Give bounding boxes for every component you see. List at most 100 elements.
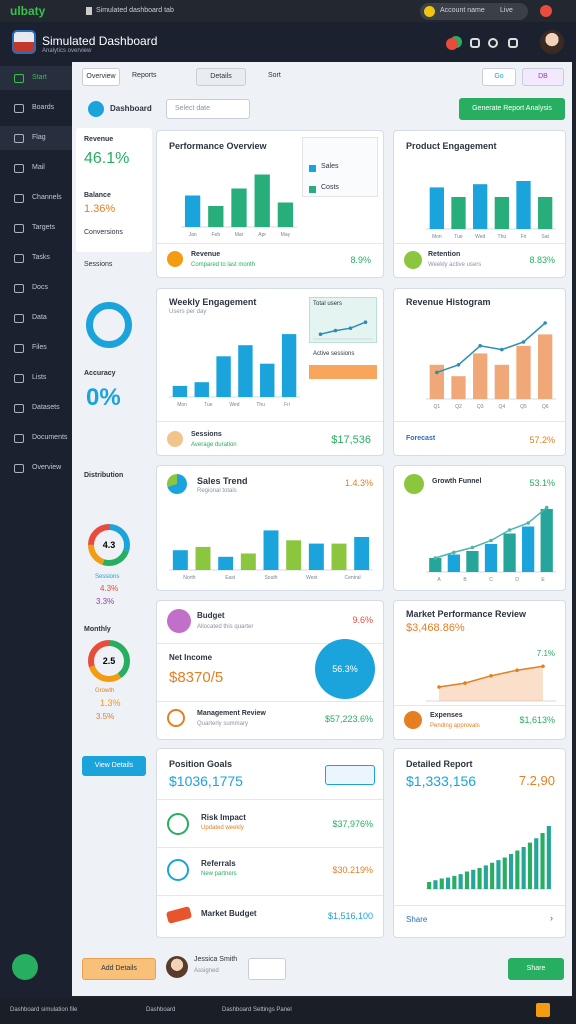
point [437,685,441,689]
bar [433,880,438,889]
footer-label: Management Review [197,710,266,717]
line [320,321,366,335]
account-pill[interactable] [420,3,528,20]
logo[interactable] [12,30,36,54]
footer-icon [404,251,422,269]
dropdown[interactable] [325,765,375,785]
row-icon [167,859,189,881]
divider [157,421,383,422]
browser-icon[interactable] [540,5,552,17]
bar [194,382,209,397]
sidebar-item[interactable]: Datasets [32,404,60,411]
x-tick-label: East [225,575,236,581]
distribution-label: Distribution [84,472,124,479]
donut-center: 4.3 [103,540,116,550]
tab-title[interactable]: Simulated dashboard tab [96,7,174,14]
add-details-button[interactable]: Add Details [82,958,156,980]
footer-icon [404,711,422,729]
bar [427,882,432,889]
point [318,332,323,336]
card-link[interactable]: Share [406,915,428,924]
footer-label: Forecast [406,435,436,442]
person-actions[interactable] [248,958,286,980]
x-tick-label: Q6 [542,404,549,410]
go-button[interactable]: Go [482,68,516,86]
x-tick-label: Wed [475,234,485,240]
footer-icon [167,709,185,727]
avatar[interactable] [540,30,564,54]
tab[interactable]: Reports [132,72,157,79]
help-icon[interactable] [488,38,498,48]
accuracy-label: Accuracy [84,370,116,377]
legend-swatch [309,186,316,193]
mail-icon[interactable] [508,38,518,48]
row-name: Referrals [201,859,236,868]
divider [157,243,383,244]
sidebar-item[interactable]: Boards [32,104,55,111]
point [526,521,530,525]
bar [516,181,531,229]
donut-segment [88,524,130,566]
x-tick-label: West [306,575,318,581]
x-tick-label: Thu [256,402,265,408]
sidebar-item[interactable]: Start [32,74,47,81]
sidebar-item[interactable]: Documents [32,434,68,441]
card: Growth Funnel 53.1% A B C D E [393,465,566,591]
x-tick-label: South [264,575,277,581]
sidebar-item[interactable]: Overview [32,464,62,471]
sidebar-item[interactable]: Lists [32,374,47,381]
sidebar-item[interactable]: Files [32,344,47,351]
notify-icon[interactable] [446,38,458,50]
status-icon[interactable] [536,1003,550,1017]
chart: Mon Tue Wed Thu Fri Sat [426,181,556,240]
card-value: $3,468.86% [406,622,465,634]
chevron[interactable]: › [550,913,553,923]
bar [439,878,444,889]
tab[interactable]: Sort [268,72,281,79]
settings-icon[interactable] [470,38,480,48]
status-item[interactable]: Dashboard Settings Panel [222,1007,292,1013]
row-icon [167,813,189,835]
sidebar-item[interactable]: Docs [32,284,48,291]
user-badge[interactable]: DB [522,68,564,86]
x-tick-label: Mon [177,402,187,408]
sidebar-item[interactable]: Mail [32,164,45,171]
point [489,538,493,543]
app-header: Simulated Dashboard Analytics overview [0,22,576,62]
x-tick-label: Tue [454,234,463,240]
date-select[interactable]: Select date [166,99,250,119]
status-item[interactable]: Dashboard simulation file [10,1007,78,1013]
x-tick-label: Tue [204,402,213,408]
x-tick-label: Fri [521,234,527,240]
x-tick-label: Central [345,575,361,581]
bar [540,833,545,889]
status-item[interactable]: Dashboard [146,1007,176,1013]
bar [494,197,509,229]
section-title: Dashboard [110,104,152,113]
donut-stat: 3.3% [96,597,115,606]
tab[interactable]: Overview [82,68,120,86]
generate-button[interactable]: Generate Report Analysis [459,98,565,120]
net-value: $8370/5 [169,669,224,686]
point [507,528,512,532]
sidebar-icon [14,464,24,473]
legend-label: Sales [321,163,339,170]
sidebar-action[interactable] [12,954,38,980]
row-icon [165,906,193,924]
sidebar-icon [14,314,24,323]
footer-sub: Average duration [191,442,237,448]
view-details-button[interactable]: View Details [82,756,146,776]
point [470,545,475,550]
card-title: Market Performance Review [406,609,527,619]
sidebar-item[interactable]: Flag [32,134,46,141]
sidebar-item[interactable]: Data [32,314,47,321]
sidebar-item[interactable]: Targets [32,224,55,231]
bar [471,869,476,889]
tab[interactable]: Details [196,68,246,86]
kpi-value: 46.1% [84,150,130,167]
bar [473,353,488,399]
sidebar-item[interactable]: Tasks [32,254,50,261]
share-button[interactable]: Share [508,958,564,980]
sidebar-item[interactable]: Channels [32,194,62,201]
